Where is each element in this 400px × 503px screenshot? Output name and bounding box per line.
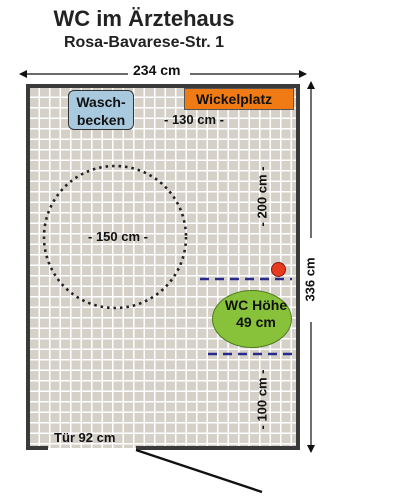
width-label: 234 cm — [133, 62, 181, 78]
wc-label-line1: WC Höhe — [224, 297, 288, 313]
wc-label-line2: 49 cm — [236, 314, 276, 330]
turning-circle — [42, 164, 188, 310]
wc-toilet — [212, 290, 292, 348]
wall-right — [296, 84, 300, 450]
door-label: Tür 92 cm — [54, 430, 116, 445]
wall-distance-lower-label: - 100 cm - — [254, 369, 270, 430]
wc-label: WC Höhe 49 cm — [216, 297, 296, 331]
diagram-title: WC im Ärztehaus — [53, 6, 235, 31]
turning-circle-label: - 150 cm - — [88, 229, 148, 244]
changing-area-width-label: - 130 cm - — [164, 112, 224, 127]
sink: Wasch- becken — [68, 90, 134, 130]
address-subtitle: Rosa-Bavarese-Str. 1 — [63, 34, 225, 51]
wall-distance-upper-label: - 200 cm - — [254, 166, 270, 227]
emergency-button-icon — [271, 262, 286, 277]
wall-left — [26, 84, 30, 450]
tiled-floor — [28, 86, 298, 448]
sink-label-line1: Wasch- — [76, 94, 126, 110]
changing-table-label: Wickelplatz — [196, 91, 273, 107]
wall-bottom-right — [136, 446, 300, 450]
wall-top — [26, 84, 300, 88]
door-leaf — [135, 448, 263, 494]
wall-bottom-left — [26, 446, 48, 450]
height-label: 336 cm — [302, 257, 318, 302]
sink-label-line2: becken — [76, 112, 126, 128]
changing-table — [184, 88, 294, 110]
